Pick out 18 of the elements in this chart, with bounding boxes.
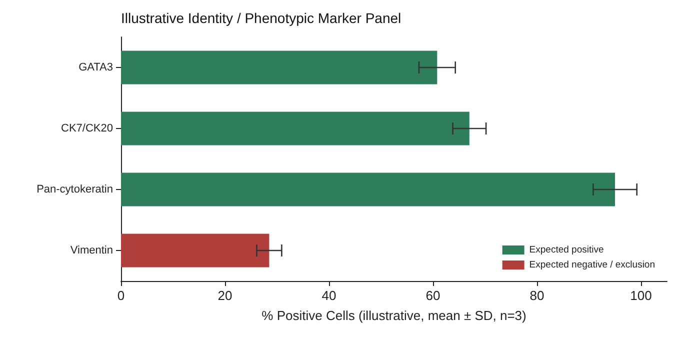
x-tick-label: 80	[530, 288, 544, 303]
x-tick-label: 60	[426, 288, 440, 303]
x-tick-label: 40	[322, 288, 336, 303]
x-axis-title: % Positive Cells (illustrative, mean ± SD, n=3)	[262, 308, 526, 323]
bar	[121, 112, 470, 146]
y-tick-label: Vimentin	[70, 244, 113, 256]
legend-label: Expected negative / exclusion	[529, 260, 656, 270]
legend-label: Expected positive	[529, 244, 604, 256]
bar	[121, 50, 438, 84]
bar	[121, 172, 615, 206]
x-tick-label: 20	[218, 288, 232, 303]
chart-title: Illustrative Identity / Phenotypic Marker Panel	[121, 10, 402, 26]
bar	[121, 234, 270, 268]
x-tick-label: 100	[630, 288, 652, 303]
y-tick-label: Pan-cytokeratin	[36, 184, 113, 196]
y-tick-label: GATA3	[78, 62, 113, 74]
x-tick-label: 0	[117, 288, 125, 303]
y-tick-label: CK7/CK20	[61, 122, 113, 134]
